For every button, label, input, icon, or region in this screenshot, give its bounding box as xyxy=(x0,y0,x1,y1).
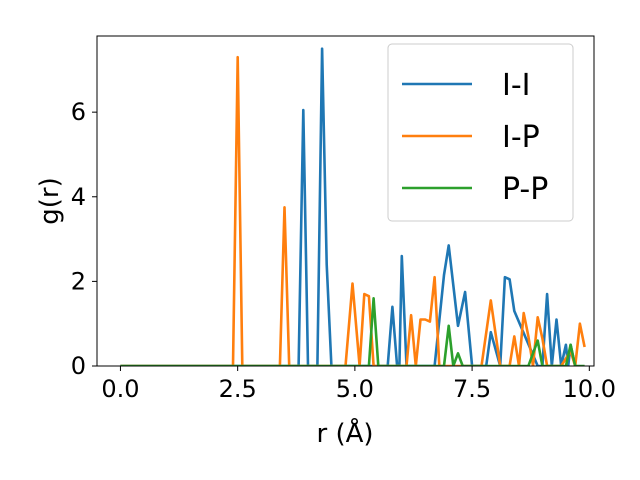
series-line-i-i xyxy=(120,47,577,366)
series-layer xyxy=(120,47,586,366)
x-tick-label: 2.5 xyxy=(219,375,257,403)
legend-label: I-I xyxy=(502,68,531,103)
x-axis-ticks: 0.0 2.5 5.0 7.5 10.0 xyxy=(101,366,616,403)
x-tick-label: 0.0 xyxy=(101,375,139,403)
series-line-p-p xyxy=(120,296,585,366)
plot-frame xyxy=(96,35,595,367)
x-axis-label: r (Å) xyxy=(316,417,373,449)
y-tick-label: 2 xyxy=(71,267,86,295)
series-line-i-p xyxy=(120,55,586,366)
legend-box xyxy=(387,43,574,222)
y-axis-ticks: 0 2 4 6 xyxy=(71,98,97,380)
x-tick-label: 7.5 xyxy=(453,375,491,403)
y-axis-label: g(r) xyxy=(35,177,65,224)
x-tick-label: 10.0 xyxy=(563,375,616,403)
legend-label: I-P xyxy=(502,120,540,155)
y-tick-label: 0 xyxy=(71,352,86,380)
legend: I-I I-P P-P xyxy=(387,43,574,222)
y-tick-label: 4 xyxy=(71,183,86,211)
legend-label: P-P xyxy=(502,172,548,207)
x-tick-label: 5.0 xyxy=(336,375,374,403)
y-tick-label: 6 xyxy=(71,98,86,126)
